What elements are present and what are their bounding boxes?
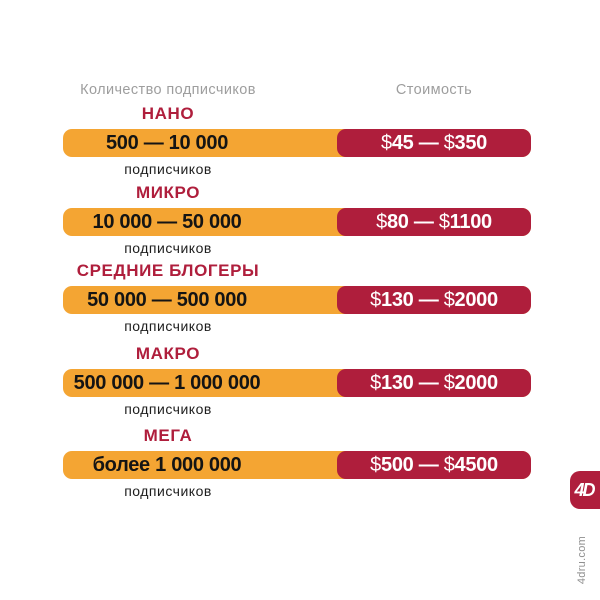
website-vertical-text: 4dru.com (576, 535, 588, 585)
subscriber-range-bar: более 1 000 000 $500 — $4500 (63, 451, 531, 479)
subscriber-range-value: 50 000 — 500 000 (87, 289, 247, 311)
tier-name-label: СРЕДНИЕ БЛОГЕРЫ (76, 261, 260, 280)
subscriber-range-value: 500 000 — 1 000 000 (73, 372, 261, 394)
subscriber-range-bar: 500 000 — 1 000 000 $130 — $2000 (63, 369, 531, 397)
tier-row: НАНО 500 — 10 000 $45 — $350 подписчиков (63, 104, 531, 177)
brand-logo: 4D (570, 471, 600, 509)
brand-logo-text: 4D (574, 479, 595, 500)
price-value: $80 — $1100 (376, 211, 492, 233)
subscribers-unit-label: подписчиков (124, 483, 212, 499)
price-bar: $500 — $4500 (337, 451, 531, 479)
price-value: $130 — $2000 (370, 372, 498, 394)
subscribers-column-header: Количество подписчиков (80, 82, 256, 98)
tier-row: МИКРО 10 000 — 50 000 $80 — $1100 подпис… (63, 183, 531, 256)
subscriber-range-value: более 1 000 000 (92, 454, 242, 476)
tier-name-label: МЕГА (143, 426, 193, 445)
tier-row: МЕГА более 1 000 000 $500 — $4500 подпис… (63, 426, 531, 499)
subscribers-unit-label: подписчиков (124, 240, 212, 256)
tier-row: МАКРО 500 000 — 1 000 000 $130 — $2000 п… (63, 344, 531, 417)
subscribers-unit-label: подписчиков (124, 318, 212, 334)
price-bar: $130 — $2000 (337, 286, 531, 314)
tier-name-label: МАКРО (135, 344, 201, 363)
price-value: $130 — $2000 (370, 289, 498, 311)
subscriber-range-value: 10 000 — 50 000 (92, 211, 242, 233)
price-bar: $45 — $350 (337, 129, 531, 157)
price-bar: $130 — $2000 (337, 369, 531, 397)
tier-name-label: МИКРО (135, 183, 201, 202)
price-value: $500 — $4500 (370, 454, 498, 476)
price-bar: $80 — $1100 (337, 208, 531, 236)
tier-name-label: НАНО (141, 104, 195, 123)
cost-column-header: Стоимость (395, 82, 473, 98)
price-value: $45 — $350 (380, 132, 487, 154)
subscribers-unit-label: подписчиков (124, 401, 212, 417)
subscriber-range-bar: 500 — 10 000 $45 — $350 (63, 129, 531, 157)
subscriber-range-bar: 50 000 — 500 000 $130 — $2000 (63, 286, 531, 314)
subscriber-range-bar: 10 000 — 50 000 $80 — $1100 (63, 208, 531, 236)
tier-row: СРЕДНИЕ БЛОГЕРЫ 50 000 — 500 000 $130 — … (63, 261, 531, 334)
subscribers-unit-label: подписчиков (124, 161, 212, 177)
subscriber-range-value: 500 — 10 000 (105, 132, 229, 154)
